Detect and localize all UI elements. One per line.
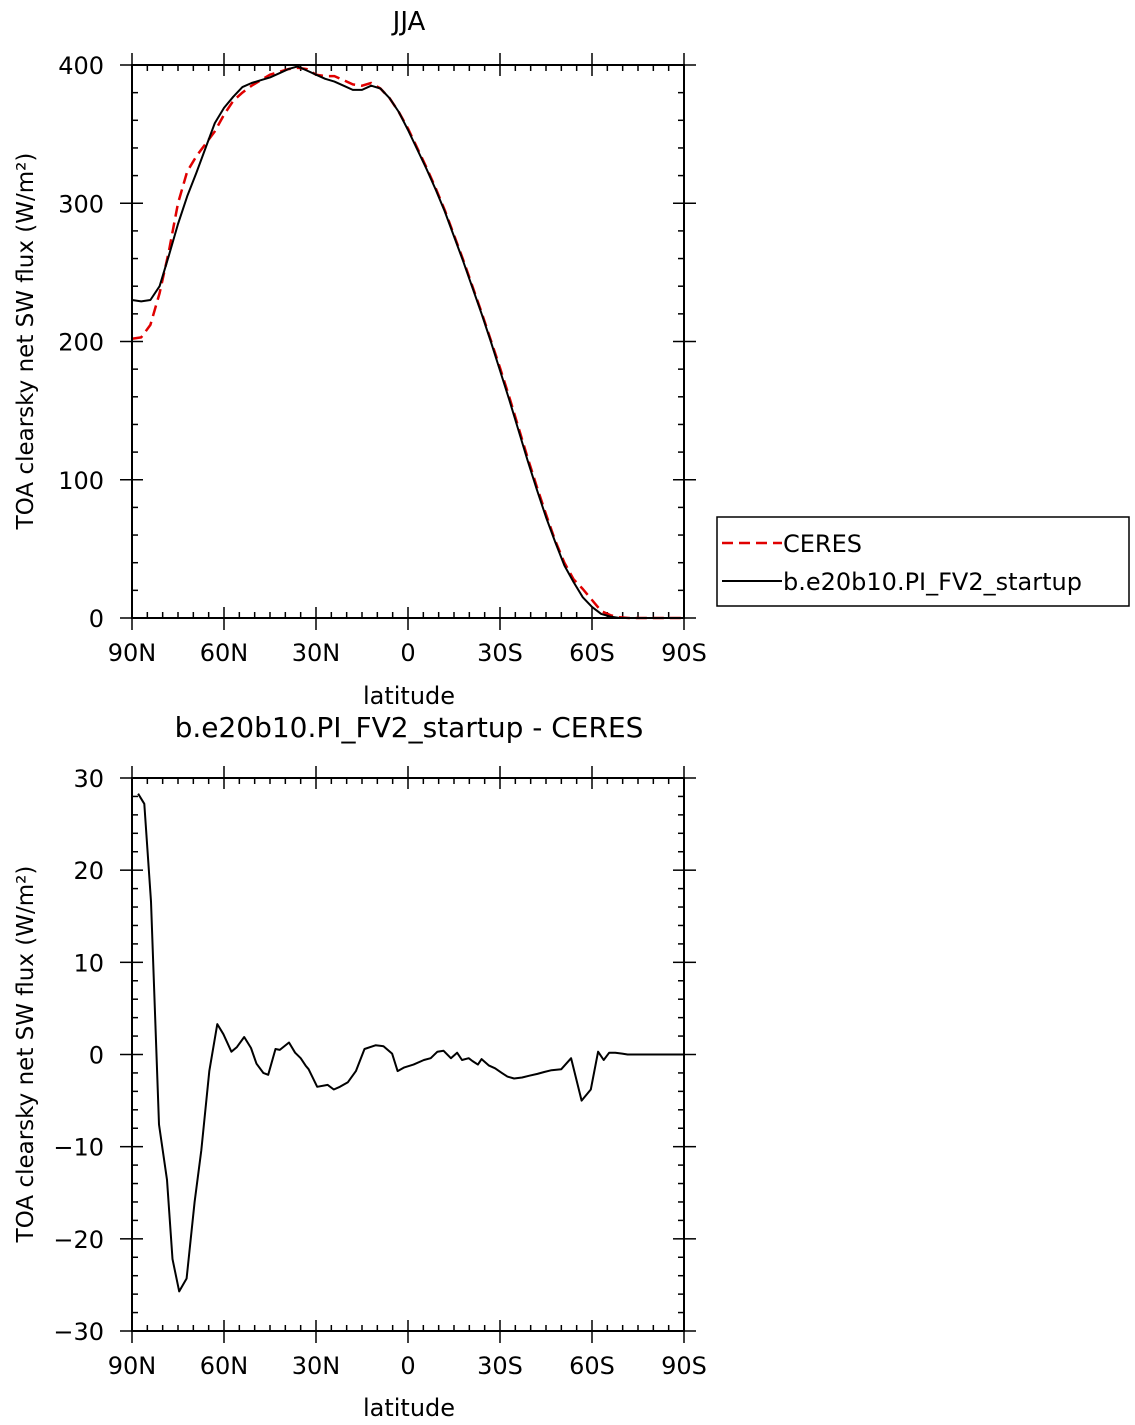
y-tick-label: 10 — [73, 949, 104, 977]
x-tick-label: 30N — [292, 1352, 341, 1380]
x-tick-label: 60S — [569, 639, 615, 667]
mean-flux-panel: JJA 90N 60N 30N 0 30S 60S 90S 0 100 200 300 400 lat… — [13, 7, 1130, 710]
x-tick-label: 60S — [569, 1352, 615, 1380]
x-tick-label: 60N — [200, 1352, 249, 1380]
panel1-xlabel: latitude — [363, 1394, 455, 1422]
series-line-difference — [137, 793, 684, 1293]
y-tick-label: 400 — [58, 52, 104, 80]
x-tick-label: 90N — [108, 1352, 157, 1380]
panel1-ylabel: TOA clearsky net SW flux (W/m²) — [13, 866, 39, 1244]
x-tick-label: 0 — [400, 1352, 415, 1380]
y-tick-label: 30 — [73, 765, 104, 793]
panel0-title: JJA — [391, 7, 426, 37]
panel0-frame — [131, 64, 685, 619]
legend-box — [716, 516, 1130, 607]
x-tick-label: 60N — [200, 639, 249, 667]
panel0-axes: 90N 60N 30N 0 30S 60S 90S 0 100 200 300 400 — [58, 52, 707, 667]
y-tick-label: 0 — [89, 1042, 104, 1070]
legend-ceres-label: CERES — [783, 530, 862, 558]
panel1-axes: 90N 60N 30N 0 30S 60S 90S −30 −20 −10 0 10 20 30 — [53, 765, 707, 1380]
difference-panel: b.e20b10.PI_FV2_startup - CERES 90N 60N 30… — [13, 711, 707, 1422]
y-tick-label: 100 — [58, 467, 104, 495]
series-line-b-e20b10-pi-fv2-startup — [131, 65, 684, 619]
x-tick-label: 90S — [661, 639, 707, 667]
y-tick-label: 300 — [58, 190, 104, 218]
y-tick-label: 200 — [58, 329, 104, 357]
y-tick-label: 20 — [73, 857, 104, 885]
y-tick-label: −30 — [53, 1318, 104, 1346]
x-tick-label: 30S — [477, 1352, 523, 1380]
y-tick-label: 0 — [89, 605, 104, 633]
y-tick-label: −10 — [53, 1134, 104, 1162]
y-tick-label: −20 — [53, 1226, 104, 1254]
x-tick-label: 30S — [477, 639, 523, 667]
panel1-series — [137, 793, 684, 1293]
x-tick-label: 90N — [108, 639, 157, 667]
x-tick-label: 0 — [400, 639, 415, 667]
panel1-frame — [131, 777, 685, 1332]
panel1-title: b.e20b10.PI_FV2_startup - CERES — [175, 711, 644, 744]
series-line-ceres — [131, 66, 684, 620]
panel0-xlabel: latitude — [363, 682, 455, 710]
panel0-series — [131, 65, 684, 620]
x-tick-label: 30N — [292, 639, 341, 667]
legend-model-label: b.e20b10.PI_FV2_startup — [783, 568, 1082, 596]
panel0-ylabel: TOA clearsky net SW flux (W/m²) — [13, 153, 39, 531]
legend: CERES b.e20b10.PI_FV2_startup — [716, 516, 1130, 607]
x-tick-label: 90S — [661, 1352, 707, 1380]
